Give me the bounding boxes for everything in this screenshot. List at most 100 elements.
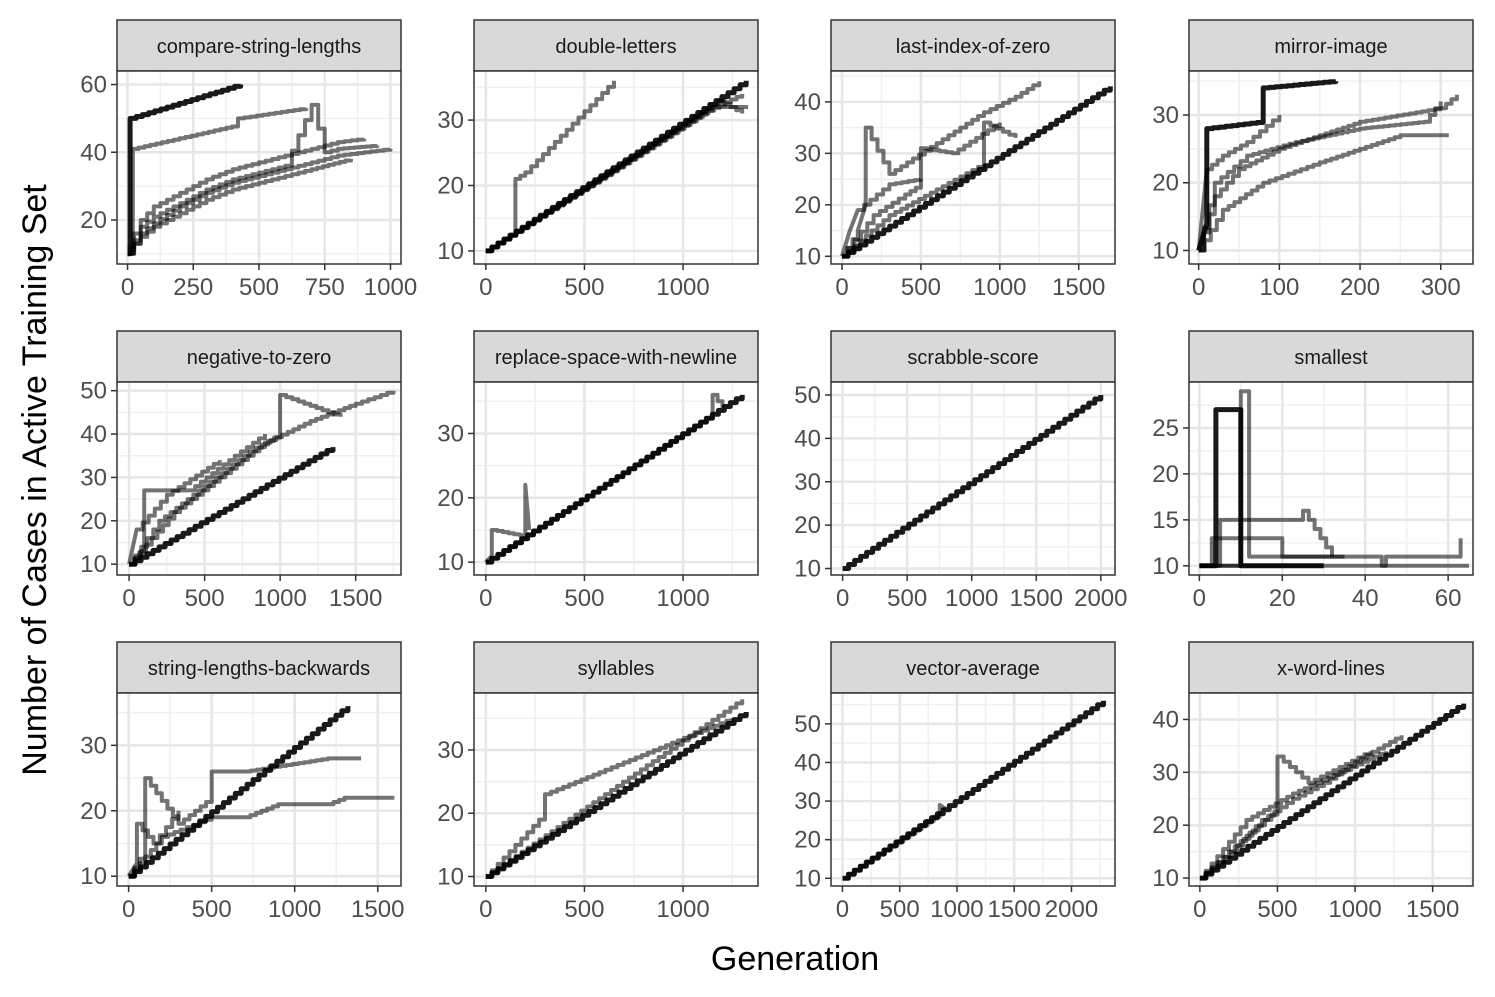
x-tick-label: 300 (1421, 274, 1461, 301)
series-line-run-1 (1196, 79, 1339, 252)
strip-label: compare-string-lengths (157, 36, 362, 58)
x-tick-label: 0 (122, 896, 135, 923)
x-tick-label: 1000 (656, 274, 709, 301)
y-tick-label: 10 (80, 863, 107, 890)
y-tick-label: 40 (80, 421, 107, 448)
x-tick-label: 0 (121, 274, 134, 301)
series-group (1199, 389, 1469, 569)
series-line-run-1 (1199, 703, 1467, 881)
panel-smallest: smallest 0 20 40 60 10 15 20 25 (1152, 330, 1474, 612)
x-tick-label: 750 (305, 274, 345, 301)
x-tick-label: 500 (1257, 896, 1297, 923)
y-tick-label: 15 (1152, 507, 1179, 534)
x-tick-label: 1500 (1406, 896, 1459, 923)
panel-border (830, 70, 1116, 265)
y-tick-label: 30 (437, 737, 464, 764)
y-tick-label: 10 (1152, 865, 1179, 892)
y-tick-label: 25 (1152, 415, 1179, 442)
y-tick-label: 20 (1152, 461, 1179, 488)
series-line-run-5 (840, 178, 923, 257)
y-tick-label: 30 (80, 732, 107, 759)
y-tick-label: 30 (80, 464, 107, 491)
strip-label: double-letters (555, 36, 676, 58)
series-group (485, 80, 749, 254)
strip-label: string-lengths-backwards (148, 658, 370, 680)
series-group (842, 395, 1104, 571)
x-tick-label: 0 (479, 896, 492, 923)
panel-border (830, 381, 1116, 576)
x-tick-label: 0 (122, 585, 135, 612)
y-tick-label: 10 (794, 555, 821, 582)
panel-x-word-lines: x-word-lines 0 500 1000 1500 10 20 30 40 (1152, 641, 1474, 923)
y-tick-label: 30 (1152, 759, 1179, 786)
x-tick-label: 1000 (656, 585, 709, 612)
y-tick-label: 10 (437, 864, 464, 891)
gridlines (474, 71, 758, 264)
series-line-run-5 (1199, 508, 1334, 568)
x-tick-label: 0 (836, 585, 849, 612)
x-tick-label: 40 (1352, 585, 1379, 612)
y-tick-label: 50 (794, 711, 821, 738)
y-tick-label: 40 (1152, 706, 1179, 733)
series-line-run-5 (127, 460, 222, 565)
y-tick-label: 30 (437, 420, 464, 447)
x-tick-label: 1000 (268, 896, 321, 923)
series-line-run-4 (126, 810, 181, 878)
y-tick-label: 30 (794, 788, 821, 815)
y-tick-label: 20 (1152, 170, 1179, 197)
series-line-run-5 (485, 93, 745, 253)
panel-replace-space-with-newline: replace-space-with-newline 0 500 1000 10 20 30 (437, 330, 759, 612)
series-group (840, 81, 1113, 259)
y-tick-label: 10 (80, 551, 107, 578)
y-tick-label: 20 (80, 798, 107, 825)
gridlines (117, 693, 401, 886)
x-axis-title: Generation (711, 940, 879, 978)
x-tick-label: 500 (192, 896, 232, 923)
y-tick-label: 20 (794, 512, 821, 539)
y-tick-label: 40 (794, 749, 821, 776)
panel-syllables: syllables 0 500 1000 10 20 30 (437, 641, 759, 923)
series-line-run-4 (127, 102, 380, 256)
strip-background (473, 641, 759, 694)
strip-label: negative-to-zero (187, 347, 332, 369)
x-tick-label: 1000 (930, 896, 983, 923)
series-group (484, 392, 745, 565)
series-group (1196, 79, 1459, 253)
x-tick-label: 500 (887, 585, 927, 612)
x-tick-label: 500 (239, 274, 279, 301)
x-tick-label: 1500 (351, 896, 404, 923)
x-tick-label: 1000 (1328, 896, 1381, 923)
x-tick-label: 1500 (1052, 274, 1105, 301)
y-tick-label: 40 (794, 425, 821, 452)
gridlines (831, 71, 1115, 264)
series-group (126, 706, 395, 879)
series-line-run-3 (485, 392, 725, 565)
x-tick-label: 500 (564, 274, 604, 301)
y-tick-label: 20 (437, 172, 464, 199)
series-group (127, 83, 393, 257)
y-tick-label: 50 (794, 382, 821, 409)
gridlines (117, 71, 401, 264)
y-tick-label: 20 (80, 207, 107, 234)
series-line-run-4 (1199, 751, 1389, 881)
y-axis-title: Number of Cases in Active Training Set (16, 184, 54, 776)
y-tick-label: 30 (794, 140, 821, 167)
x-tick-label: 500 (564, 585, 604, 612)
series-group (127, 390, 396, 567)
series-line-run-5 (127, 137, 367, 250)
x-tick-label: 200 (1340, 274, 1380, 301)
y-tick-label: 20 (437, 485, 464, 512)
panel-string-lengths-backwards: string-lengths-backwards 0 500 1000 1500 10 20… (80, 641, 404, 923)
x-tick-label: 100 (1259, 274, 1299, 301)
x-tick-label: 0 (836, 896, 849, 923)
strip-label: vector-average (906, 658, 1039, 680)
series-line-run-2 (128, 756, 362, 879)
y-tick-label: 30 (437, 107, 464, 134)
x-tick-label: 60 (1435, 585, 1462, 612)
strip-label: smallest (1294, 347, 1368, 369)
x-tick-label: 500 (564, 896, 604, 923)
series-line-run-2 (1198, 94, 1459, 253)
series-line-run-3 (128, 795, 395, 879)
x-tick-label: 0 (835, 274, 848, 301)
panel-border (830, 692, 1116, 887)
